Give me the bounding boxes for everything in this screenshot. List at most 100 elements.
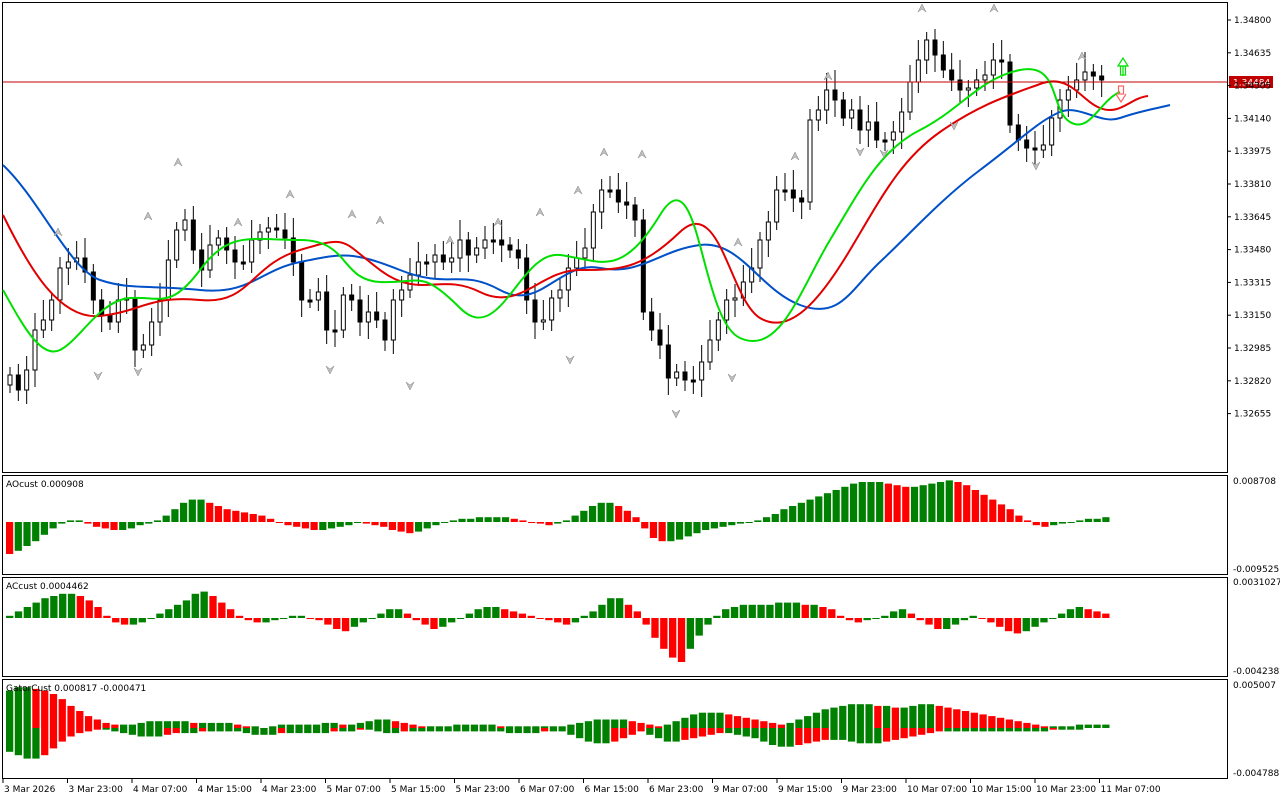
candle-body <box>132 297 138 351</box>
alligator-teeth-line <box>2 80 1149 324</box>
candle-body <box>174 229 180 261</box>
alligator-jaw-line <box>2 104 1171 310</box>
candle-body <box>540 319 546 323</box>
ac-bar <box>67 593 76 618</box>
ac-bar <box>350 618 359 627</box>
ao-bar <box>832 490 840 522</box>
gator-upper-bar <box>935 705 943 728</box>
gator-lower-bar <box>321 728 329 734</box>
candle-body <box>807 119 813 203</box>
candle-body <box>15 374 21 391</box>
gator-upper-bar <box>768 722 777 728</box>
gator-lower-bar <box>882 728 891 742</box>
ac-label: ACcust 0.0004462 <box>6 582 89 592</box>
time-tick-label: 9 Mar 15:00 <box>778 785 833 795</box>
ao-bar <box>275 522 283 523</box>
ac-bar <box>810 604 818 618</box>
ao-bar <box>32 522 40 542</box>
candle-body <box>915 59 921 83</box>
gator-lower-bar <box>339 728 347 732</box>
ac-bar <box>978 618 986 619</box>
buy-arrow-icon <box>1116 56 1130 76</box>
ao-bottom-tick: -0.009525 <box>1233 565 1279 575</box>
time-tick-label: 3 Mar 2026 <box>4 785 56 795</box>
gator-upper-bar <box>996 717 1005 728</box>
gator-lower-bar <box>453 728 461 732</box>
ac-bar <box>209 596 217 618</box>
price-tick-label: 1.33315 <box>1234 278 1271 288</box>
ac-bar <box>951 618 960 625</box>
ac-bar <box>94 607 102 618</box>
candle-body <box>632 204 638 221</box>
candle-body <box>615 189 621 203</box>
ao-bar <box>406 522 414 534</box>
candle-body <box>157 299 163 323</box>
candle-body <box>782 189 788 193</box>
ac-bar <box>669 618 677 658</box>
gator-upper-bar <box>795 719 803 728</box>
gator-upper-bar <box>321 722 329 728</box>
ao-bar <box>728 522 736 526</box>
gator-upper-bar <box>900 707 908 728</box>
ao-bar <box>197 499 205 522</box>
candle-body <box>499 239 505 246</box>
gator-upper-bar <box>146 721 154 728</box>
gator-upper-bar <box>304 724 312 728</box>
price-tick-label: 1.34140 <box>1234 114 1271 124</box>
ao-bar <box>693 522 701 534</box>
candle-body <box>715 319 721 341</box>
ao-bar <box>223 509 231 522</box>
candle-body <box>890 131 896 141</box>
gator-lower-bar <box>900 728 908 739</box>
candle-body <box>265 227 271 233</box>
gator-upper-bar <box>400 722 408 728</box>
gator-upper-bar <box>49 694 58 728</box>
fractal-up-icon <box>989 3 999 13</box>
gator-upper-bar <box>181 721 189 728</box>
ac-bar <box>828 609 836 618</box>
gator-label: GatorCust 0.000817 -0.000471 <box>6 684 146 694</box>
gator-lower-bar <box>242 728 251 734</box>
ao-bar <box>58 522 66 524</box>
ao-bar <box>754 520 762 522</box>
ac-bar <box>492 607 500 618</box>
ac-bar <box>854 618 862 623</box>
fractal-up-icon <box>445 235 455 245</box>
gator-upper-bar <box>672 721 680 728</box>
gator-upper-bar <box>479 724 487 728</box>
ac-bar <box>120 618 129 625</box>
ao-bar <box>249 514 257 522</box>
gator-lower-bar <box>426 728 435 732</box>
ac-bar <box>6 615 14 618</box>
ac-bar <box>589 611 597 618</box>
gator-panel-frame <box>2 679 1228 779</box>
gator-upper-bar <box>1040 726 1049 728</box>
gator-upper-bar <box>41 690 49 728</box>
gator-upper-bar <box>830 707 838 728</box>
gator-upper-bar <box>330 722 338 728</box>
candle-body <box>274 227 280 231</box>
ac-bar <box>1075 607 1083 618</box>
candle-body <box>407 274 413 291</box>
ao-bar <box>989 499 997 522</box>
candle-body <box>32 329 38 371</box>
gator-upper-bar <box>470 724 479 728</box>
ac-bar <box>297 615 306 618</box>
ao-bar <box>910 486 919 522</box>
gator-upper-bar <box>312 724 321 728</box>
gator-lower-bar <box>1014 728 1022 732</box>
ao-bar <box>797 502 805 522</box>
candle-body <box>682 371 688 381</box>
ao-bar <box>632 517 640 522</box>
ao-bar <box>371 522 379 526</box>
gator-lower-bar <box>383 728 391 734</box>
gator-upper-bar <box>742 717 750 728</box>
ac-bar <box>987 618 995 623</box>
ac-bar <box>315 618 323 621</box>
candle-body <box>365 311 371 323</box>
gator-upper-bar <box>584 721 593 728</box>
ao-bar <box>301 522 310 529</box>
gator-upper-bar <box>593 719 601 728</box>
candle-body <box>665 344 671 379</box>
